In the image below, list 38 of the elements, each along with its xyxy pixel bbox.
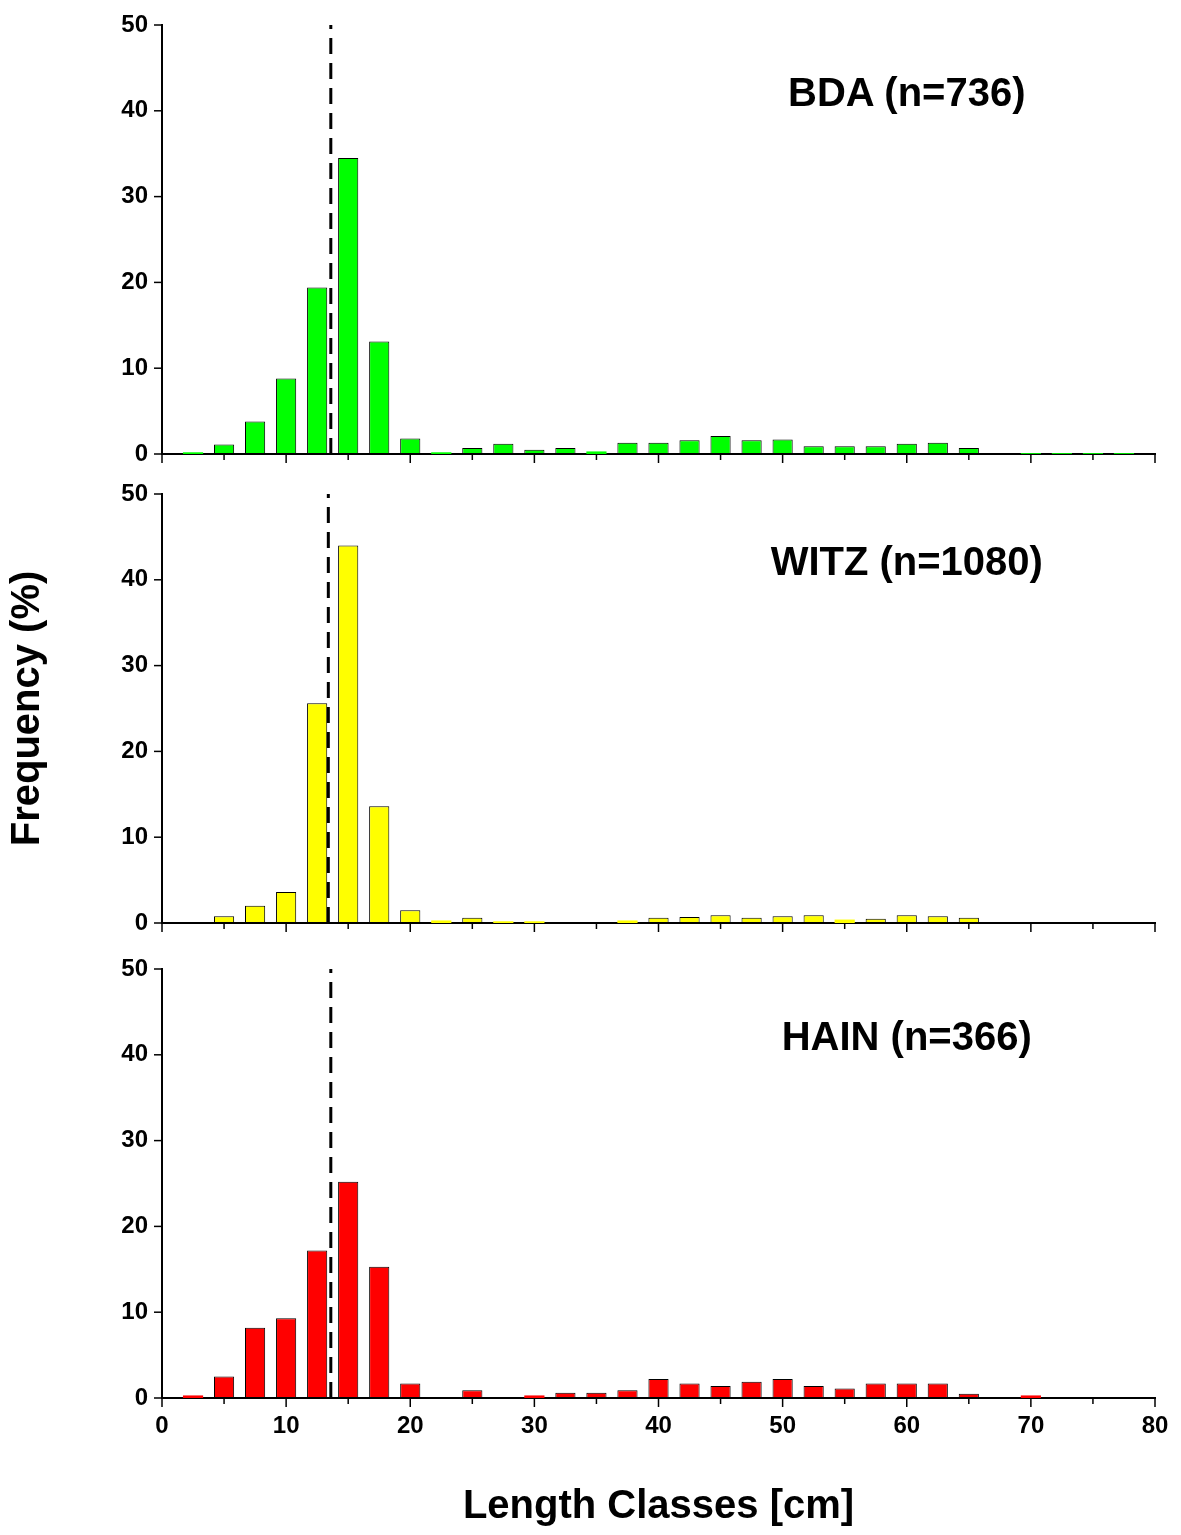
y-tick-label: 20 — [121, 1211, 148, 1239]
bar — [586, 451, 607, 454]
bar — [617, 920, 638, 923]
x-tick-label: 80 — [1141, 1411, 1169, 1439]
text: WITZ (n=1080) — [770, 539, 1043, 584]
bar — [182, 1395, 204, 1398]
x-tick-label: 20 — [396, 1411, 424, 1439]
y-tick-label: 10 — [121, 821, 148, 849]
y-tick-label: 20 — [121, 267, 148, 295]
y-tick-label: 0 — [134, 438, 148, 466]
y-tick-label: 10 — [121, 352, 148, 380]
x-tick-label: 40 — [645, 1411, 672, 1439]
y-tick-label: 0 — [134, 907, 148, 935]
bar — [524, 1395, 545, 1398]
bar — [1020, 1395, 1041, 1398]
y-tick-label: 30 — [121, 1125, 148, 1153]
x-axis-title: Length Classes [cm] — [462, 1482, 855, 1527]
x-tick-label: 0 — [155, 1411, 169, 1439]
y-tick-label: 40 — [121, 1039, 148, 1067]
y-tick-label: 40 — [121, 95, 148, 123]
y-tick-label: 50 — [121, 478, 148, 506]
text: BDA (n=736) — [788, 70, 1026, 115]
y-tick-label: 30 — [121, 650, 148, 678]
y-tick-label: 50 — [121, 953, 148, 981]
text: HAIN (n=366) — [781, 1014, 1032, 1059]
y-tick-label: 40 — [121, 564, 148, 592]
y-tick-label: 30 — [121, 181, 148, 209]
y-tick-label: 20 — [121, 736, 148, 764]
y-tick-label: 10 — [121, 1296, 148, 1324]
bar — [431, 920, 452, 923]
x-tick-label: 10 — [272, 1411, 300, 1439]
x-tick-label: 60 — [893, 1411, 921, 1439]
x-tick-label: 70 — [1017, 1411, 1045, 1439]
y-tick-label: 50 — [121, 9, 148, 37]
y-tick-label: 0 — [134, 1382, 148, 1410]
x-tick-label: 50 — [769, 1411, 796, 1439]
y-axis-title: Frequency (%) — [3, 570, 48, 847]
x-tick-label: 30 — [521, 1411, 548, 1439]
